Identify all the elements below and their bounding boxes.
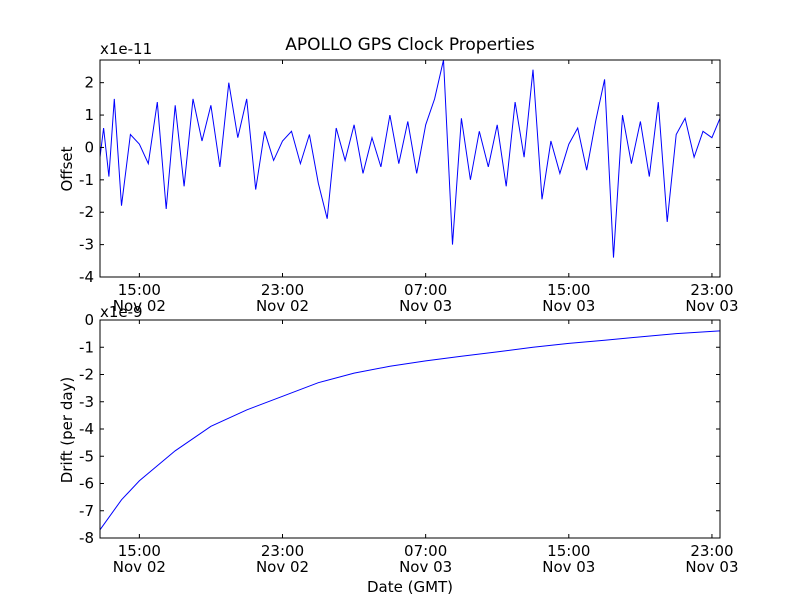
offset-y-tick-label: -2 — [79, 203, 94, 221]
offset-y-tick-label: 2 — [84, 74, 94, 92]
offset-x-tick-date: Nov 03 — [542, 297, 595, 315]
drift-x-tick-time: 15:00 — [118, 542, 161, 560]
drift-x-tick-date: Nov 02 — [256, 558, 309, 576]
offset-x-tick-time: 23:00 — [261, 281, 304, 299]
drift-y-tick-label: -8 — [79, 529, 94, 547]
offset-y-axis-label: Offset — [58, 146, 76, 191]
drift-y-tick-label: -1 — [79, 338, 94, 356]
drift-y-tick-label: -2 — [79, 366, 94, 384]
offset-y-tick-label: -4 — [79, 268, 94, 286]
drift-y-tick-label: 0 — [84, 311, 94, 329]
drift-y-axis-label: Drift (per day) — [58, 377, 76, 484]
drift-x-tick-date: Nov 03 — [399, 558, 452, 576]
offset-axes-frame — [99, 59, 721, 278]
offset-x-tick-date: Nov 02 — [113, 297, 166, 315]
drift-x-tick-time: 23:00 — [690, 542, 733, 560]
drift-x-tick-time: 15:00 — [547, 542, 590, 560]
offset-x-tick-date: Nov 03 — [399, 297, 452, 315]
drift-y-tick-label: -6 — [79, 475, 94, 493]
offset-y-tick-label: 0 — [84, 138, 94, 156]
offset-x-tick-date: Nov 03 — [685, 297, 738, 315]
offset-x-tick-time: 23:00 — [690, 281, 733, 299]
offset-y-tick-label: -1 — [79, 171, 94, 189]
drift-multiplier-label: x1e-9 — [100, 303, 143, 321]
chart-title: APOLLO GPS Clock Properties — [285, 35, 535, 55]
drift-y-tick-label: -3 — [79, 393, 94, 411]
drift-x-tick-date: Nov 02 — [113, 558, 166, 576]
drift-y-tick-label: -5 — [79, 447, 94, 465]
offset-multiplier-label: x1e-11 — [100, 40, 152, 58]
drift-x-tick-time: 23:00 — [261, 542, 304, 560]
drift-series-line — [99, 330, 721, 531]
offset-x-tick-time: 15:00 — [118, 281, 161, 299]
drift-x-tick-date: Nov 03 — [685, 558, 738, 576]
drift-x-tick-date: Nov 03 — [542, 558, 595, 576]
offset-x-tick-time: 15:00 — [547, 281, 590, 299]
offset-x-tick-date: Nov 02 — [256, 297, 309, 315]
offset-y-tick-label: 1 — [84, 106, 94, 124]
offset-series-line — [99, 59, 721, 258]
x-axis-label: Date (GMT) — [367, 578, 453, 596]
drift-y-tick-label: -4 — [79, 420, 94, 438]
drift-y-tick-label: -7 — [79, 502, 94, 520]
offset-y-tick-label: -3 — [79, 236, 94, 254]
drift-x-tick-time: 07:00 — [404, 542, 447, 560]
offset-x-tick-time: 07:00 — [404, 281, 447, 299]
